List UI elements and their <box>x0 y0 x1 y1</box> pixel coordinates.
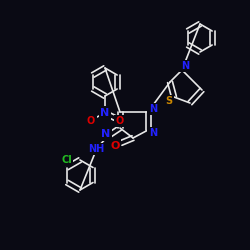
Text: N: N <box>149 104 157 114</box>
Text: N: N <box>149 128 157 138</box>
Text: N: N <box>102 129 110 139</box>
Text: N: N <box>100 108 110 118</box>
Text: Cl: Cl <box>61 155 72 165</box>
Text: NH: NH <box>88 144 104 154</box>
Text: O: O <box>110 141 120 151</box>
Text: S: S <box>166 96 172 106</box>
Text: O: O <box>87 116 95 126</box>
Text: O: O <box>116 116 124 126</box>
Text: N: N <box>181 61 189 71</box>
